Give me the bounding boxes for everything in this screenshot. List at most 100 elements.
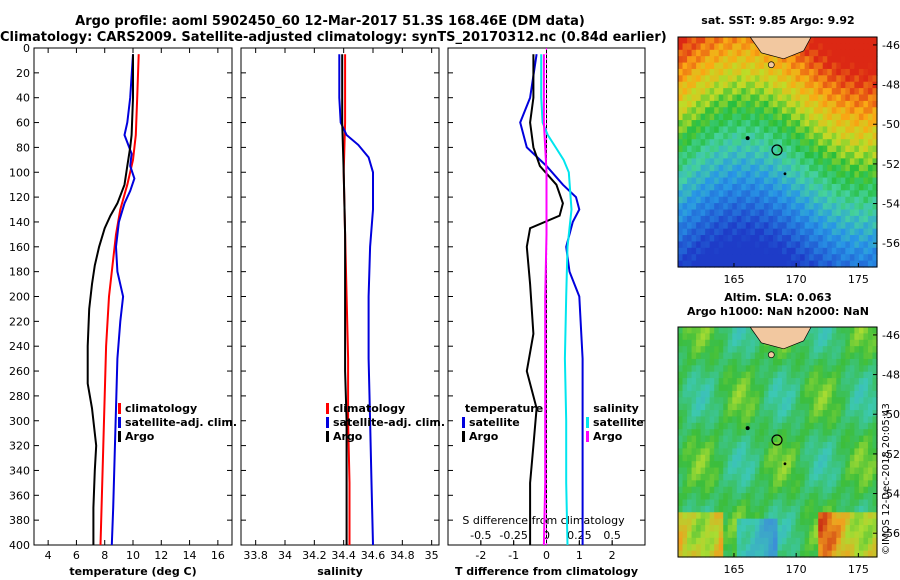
- y-tick-label: 180: [9, 266, 30, 279]
- temp-legend-item-swatch: [118, 431, 121, 442]
- chart-title-line1: Argo profile: aoml 5902450_60 12-Mar-201…: [75, 14, 585, 29]
- sst-map-auckland-islands: [745, 136, 750, 141]
- salinity-x-tick-label: 34.6: [361, 549, 386, 562]
- diff-legend-temperature-title: temperature: [465, 402, 543, 415]
- salinity-x-tick-label: 33.8: [243, 549, 268, 562]
- y-tick-label: 100: [9, 166, 30, 179]
- y-tick-label: 140: [9, 216, 30, 229]
- chart-title-line2: Climatology: CARS2009. Satellite-adjuste…: [0, 30, 667, 45]
- sla-map-field: [678, 327, 878, 558]
- y-tick-label: 40: [16, 92, 30, 105]
- diff-legend-temperature-item: satellite: [469, 416, 520, 429]
- salinity-axis-label: salinity: [317, 565, 363, 578]
- y-tick-label: 280: [9, 390, 30, 403]
- sst-map-x-tick-label: 165: [723, 273, 744, 286]
- sal-legend-item-swatch: [326, 431, 329, 442]
- temperature-x-tick-label: 4: [45, 549, 52, 562]
- y-tick-label: 380: [9, 514, 30, 527]
- salinity-diff-tick-label: 0.5: [603, 529, 621, 542]
- y-tick-label: 320: [9, 440, 30, 453]
- sla-map-y-tick-label: -54: [882, 488, 900, 501]
- y-tick-label: 220: [9, 315, 30, 328]
- sst-map-x-tick-label: 170: [786, 273, 807, 286]
- salinity-x-tick-label: 34: [278, 549, 292, 562]
- sal-legend-item: Argo: [333, 430, 363, 443]
- y-tick-label: 260: [9, 365, 30, 378]
- y-tick-label: 120: [9, 191, 30, 204]
- y-tick-label: 160: [9, 241, 30, 254]
- y-tick-label: 20: [16, 67, 30, 80]
- sla-map-y-tick-label: -52: [882, 448, 900, 461]
- temperature-series-argo: [86, 54, 134, 545]
- temperature-x-tick-label: 14: [183, 549, 197, 562]
- sla-map-title-line1: Altim. SLA: 0.063: [724, 291, 832, 304]
- temperature-series-satellite-adj-clim-: [110, 54, 136, 546]
- sla-map-frame: [677, 326, 878, 558]
- sst-map-y-tick-label: -56: [882, 237, 900, 250]
- diff-legend-temperature-item-swatch: [462, 417, 465, 428]
- salinity-x-tick-label: 34.8: [390, 549, 415, 562]
- y-tick-label: 300: [9, 415, 30, 428]
- salinity-x-tick-label: 34.4: [331, 549, 356, 562]
- sst-map-y-tick-label: -54: [882, 198, 900, 211]
- diff-legend-salinity-item: satellite: [593, 416, 644, 429]
- sla-map-x-tick-label: 170: [786, 563, 807, 576]
- temperature-axis-label: temperature (deg C): [69, 565, 196, 578]
- sla-map-y-tick-label: -50: [882, 408, 900, 421]
- temperature-x-tick-label: 12: [154, 549, 168, 562]
- sla-map-argo-marker: [771, 434, 783, 446]
- y-tick-label: 240: [9, 340, 30, 353]
- difference-x-tick-label: -1: [508, 549, 519, 562]
- difference-x-tick-label: 1: [576, 549, 583, 562]
- diff-legend-salinity-item-swatch: [586, 431, 589, 442]
- temperature-series-climatology: [99, 54, 140, 546]
- y-tick-label: 400: [9, 539, 30, 552]
- sla-map-title-line2: Argo h1000: NaN h2000: NaN: [686, 305, 870, 318]
- diff-legend-salinity-item-swatch: [586, 417, 589, 428]
- salinity-diff-tick-label: -0.5: [470, 529, 491, 542]
- y-tick-label: 360: [9, 489, 30, 502]
- sst-map-frame: [677, 36, 878, 268]
- temperature-x-tick-label: 10: [126, 549, 140, 562]
- difference-axis-label: T difference from climatology: [455, 565, 638, 578]
- sal-legend-item: climatology: [333, 402, 405, 415]
- sla-map-y-tick-label: -48: [882, 369, 900, 382]
- salinity-diff-tick-label: -0.25: [499, 529, 527, 542]
- y-tick-label: 0: [23, 42, 30, 55]
- temp-legend-item-swatch: [118, 403, 121, 414]
- difference-x-tick-label: -2: [475, 549, 486, 562]
- sst-map-field: [678, 37, 878, 268]
- sla-map-x-tick-label: 175: [848, 563, 869, 576]
- sst-map-y-tick-label: -52: [882, 158, 900, 171]
- y-tick-label: 60: [16, 117, 30, 130]
- sst-map-argo-marker: [771, 144, 783, 156]
- sal-legend-item: satellite-adj. clim.: [333, 416, 445, 429]
- sst-map-island: [767, 61, 775, 69]
- salinity-diff-tick-label: 0.25: [567, 529, 592, 542]
- difference-series-t-satellite: [519, 54, 584, 545]
- diff-legend-temperature-item: Argo: [469, 430, 499, 443]
- diff-legend-salinity-title: salinity: [593, 402, 639, 415]
- salinity-x-tick-label: 34.2: [302, 549, 327, 562]
- sla-map-y-tick-label: -56: [882, 527, 900, 540]
- sla-map-auckland-islands: [745, 426, 750, 431]
- difference-series-t-argo: [525, 54, 564, 545]
- sst-map-y-tick-label: -46: [882, 39, 900, 52]
- sst-map-title: sat. SST: 9.85 Argo: 9.92: [701, 14, 855, 27]
- temp-legend-item-swatch: [118, 417, 121, 428]
- temp-legend-item: Argo: [125, 430, 155, 443]
- temp-legend-item: satellite-adj. clim.: [125, 416, 237, 429]
- temperature-x-tick-label: 6: [73, 549, 80, 562]
- sal-legend-item-swatch: [326, 403, 329, 414]
- salinity-x-tick-label: 35: [425, 549, 439, 562]
- salinity-plot-frame: [240, 47, 440, 546]
- temperature-x-tick-label: 16: [211, 549, 225, 562]
- diff-legend-temperature-item-swatch: [462, 431, 465, 442]
- temp-legend-item: climatology: [125, 402, 197, 415]
- y-tick-label: 80: [16, 141, 30, 154]
- sst-map-x-tick-label: 175: [848, 273, 869, 286]
- sla-map-campbell-island: [783, 462, 787, 466]
- diff-legend-salinity-item: Argo: [593, 430, 623, 443]
- sst-map-y-tick-label: -50: [882, 118, 900, 131]
